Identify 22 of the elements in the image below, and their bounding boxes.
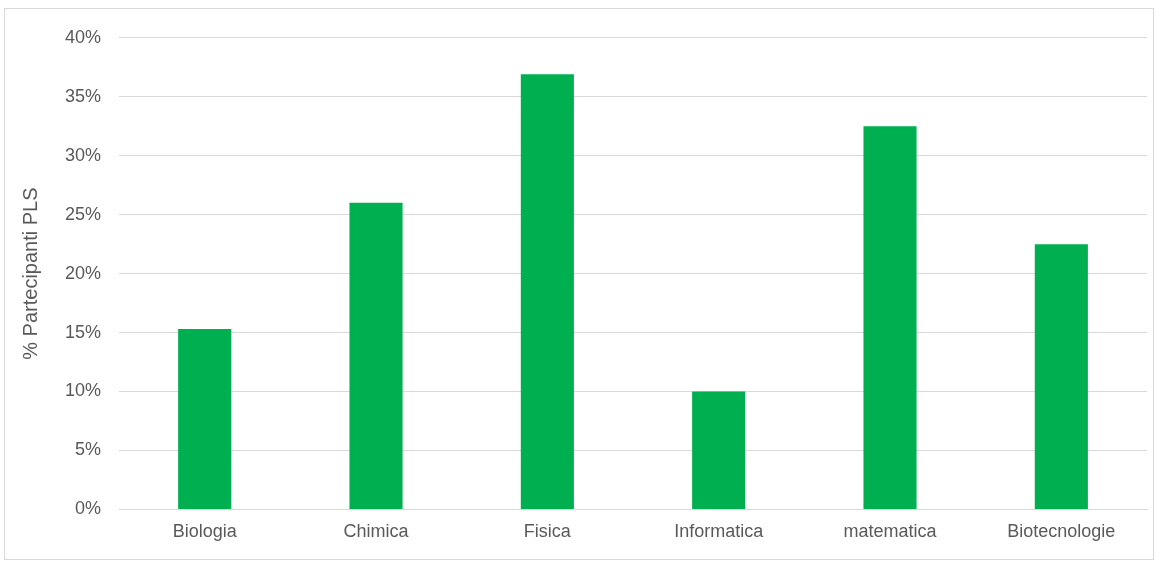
x-tick-label: Informatica — [674, 521, 765, 542]
y-tick-label: 30% — [65, 144, 102, 165]
x-tick-label: Biologia — [172, 521, 238, 542]
bar — [178, 329, 232, 509]
x-tick-label: Fisica — [523, 521, 572, 542]
y-tick-label: 5% — [75, 439, 102, 460]
y-tick-label: 20% — [65, 262, 102, 283]
y-tick-label: 0% — [75, 498, 102, 519]
y-tick-label: 10% — [65, 380, 102, 401]
bar — [520, 74, 574, 509]
bar — [1034, 244, 1088, 509]
y-tick-label: 25% — [65, 203, 102, 224]
x-tick-label: Biotecnologie — [1007, 521, 1116, 542]
y-axis-title: % Partecipanti PLS — [18, 187, 41, 360]
y-tick-label: 35% — [65, 85, 102, 106]
bar — [863, 126, 917, 509]
y-tick-label: 15% — [65, 321, 102, 342]
x-tick-label: matematica — [843, 521, 938, 542]
bar — [349, 202, 403, 509]
x-tick-label: Chimica — [343, 521, 410, 542]
y-tick-label: 40% — [65, 26, 102, 47]
bar — [692, 391, 746, 509]
